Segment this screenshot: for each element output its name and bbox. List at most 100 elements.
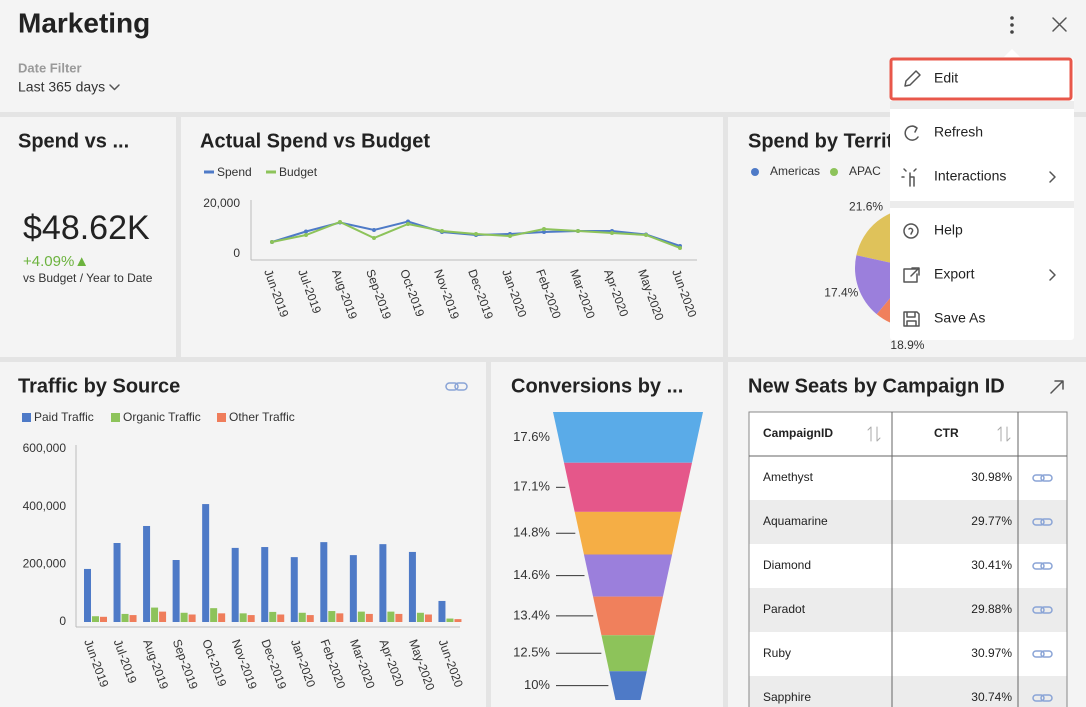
bar: [172, 560, 180, 622]
bar: [298, 612, 306, 622]
line-point: [576, 229, 580, 233]
line-point: [372, 236, 376, 240]
menu-card: [890, 58, 1074, 340]
menu-item[interactable]: Help: [892, 211, 1072, 251]
row-link-icon[interactable]: [1032, 562, 1053, 570]
table-cell: 30.97%: [971, 646, 1012, 660]
panel-title: Spend vs ...: [18, 130, 129, 152]
menu-icon: [903, 267, 920, 283]
legend-label: Paid Traffic: [34, 410, 94, 424]
spend-panel: [181, 117, 723, 357]
legend-label: Budget: [279, 165, 318, 179]
bar: [349, 555, 357, 622]
sort-button[interactable]: [997, 426, 1011, 442]
y-tick-label: 400,000: [23, 499, 67, 513]
dropdown-chevron[interactable]: [109, 84, 120, 91]
bar: [416, 612, 424, 622]
line-point: [372, 228, 376, 232]
menu-item-hit: [892, 211, 1072, 251]
legend-swatch: [217, 413, 226, 422]
legend-swatch: [22, 413, 31, 422]
table-cell: 30.41%: [971, 558, 1012, 572]
bar: [210, 608, 218, 622]
bar: [84, 568, 91, 622]
table-cell: Ruby: [763, 646, 791, 660]
funnel-segment: [574, 511, 682, 555]
data-label: 13.4%: [513, 607, 550, 622]
bar: [446, 618, 454, 622]
row-link-icon[interactable]: [1032, 650, 1053, 658]
line-point: [508, 234, 512, 238]
line-point: [610, 231, 614, 235]
line-point: [440, 229, 444, 233]
sort-button[interactable]: [867, 426, 881, 442]
bar: [151, 607, 159, 622]
expand-button[interactable]: [1050, 380, 1064, 394]
submenu-chevron: [1049, 171, 1056, 183]
link-part: [1032, 562, 1045, 570]
kebab-button[interactable]: [1010, 16, 1014, 34]
menu-label: Help: [934, 222, 963, 238]
menu-label: Edit: [934, 70, 958, 86]
data-label: 12.5%: [513, 645, 550, 660]
bar: [143, 525, 151, 622]
menu-highlight: [889, 57, 1073, 101]
menu-item[interactable]: Refresh: [892, 113, 1072, 153]
line-point: [474, 232, 478, 236]
kpi-panel: [0, 117, 176, 357]
menu-separator: [890, 101, 1074, 109]
row-link-icon[interactable]: [1032, 518, 1053, 526]
link-part: [1032, 606, 1045, 614]
bar: [100, 616, 107, 622]
menu-item[interactable]: Save As: [892, 299, 1072, 339]
menu-item-hit: [892, 59, 1072, 99]
menu-icon: [903, 223, 919, 239]
link-icon[interactable]: [445, 382, 468, 391]
filter-value: Last 365 days: [18, 79, 105, 95]
funnel-segment: [601, 635, 655, 672]
menu-separator: [890, 201, 1074, 208]
row-link-icon[interactable]: [1032, 606, 1053, 614]
table-row: [749, 500, 1067, 544]
panel-title: Traffic by Source: [18, 375, 180, 397]
legend-label: Spend: [217, 165, 252, 179]
line-point: [542, 227, 546, 231]
bar: [247, 615, 255, 622]
table-cell: 30.98%: [971, 470, 1012, 484]
table-cell: 29.88%: [971, 602, 1012, 616]
bar: [438, 600, 446, 622]
table-cell: Aquamarine: [763, 514, 828, 528]
kpi-value: $48.62K: [23, 209, 150, 247]
link-part: [1032, 650, 1045, 658]
bar: [306, 615, 314, 622]
table-row: [749, 456, 1067, 500]
menu-item[interactable]: Interactions: [892, 157, 1072, 197]
legend-label: Americas: [770, 164, 820, 178]
table-cell: Amethyst: [763, 470, 814, 484]
menu-label: Save As: [934, 310, 985, 326]
data-label: 14.8%: [513, 525, 550, 540]
menu-item[interactable]: Export: [892, 255, 1072, 295]
bar: [92, 616, 99, 622]
menu-icon: [903, 311, 920, 327]
link-part: [1032, 518, 1045, 526]
menu-label: Interactions: [934, 168, 1006, 184]
filter-label: Date Filter: [18, 60, 82, 75]
table-cell: Sapphire: [763, 690, 811, 704]
table-row: [749, 544, 1067, 588]
menu-item[interactable]: Edit: [892, 59, 1072, 99]
row-link-icon[interactable]: [1032, 474, 1053, 482]
menu-icon: [904, 70, 921, 87]
legend-dot: [830, 168, 838, 176]
link-part: [1032, 474, 1045, 482]
close-button[interactable]: [1052, 17, 1067, 32]
y-tick-label: 600,000: [23, 441, 67, 455]
legend-swatch: [111, 413, 120, 422]
link-part: [1040, 562, 1053, 570]
row-link-icon[interactable]: [1032, 694, 1053, 702]
legend-label: APAC: [849, 164, 881, 178]
table-border: [748, 411, 1068, 707]
data-label: 17.4%: [824, 286, 858, 300]
page-title: Marketing: [18, 7, 150, 38]
column-header: CTR: [934, 426, 959, 440]
